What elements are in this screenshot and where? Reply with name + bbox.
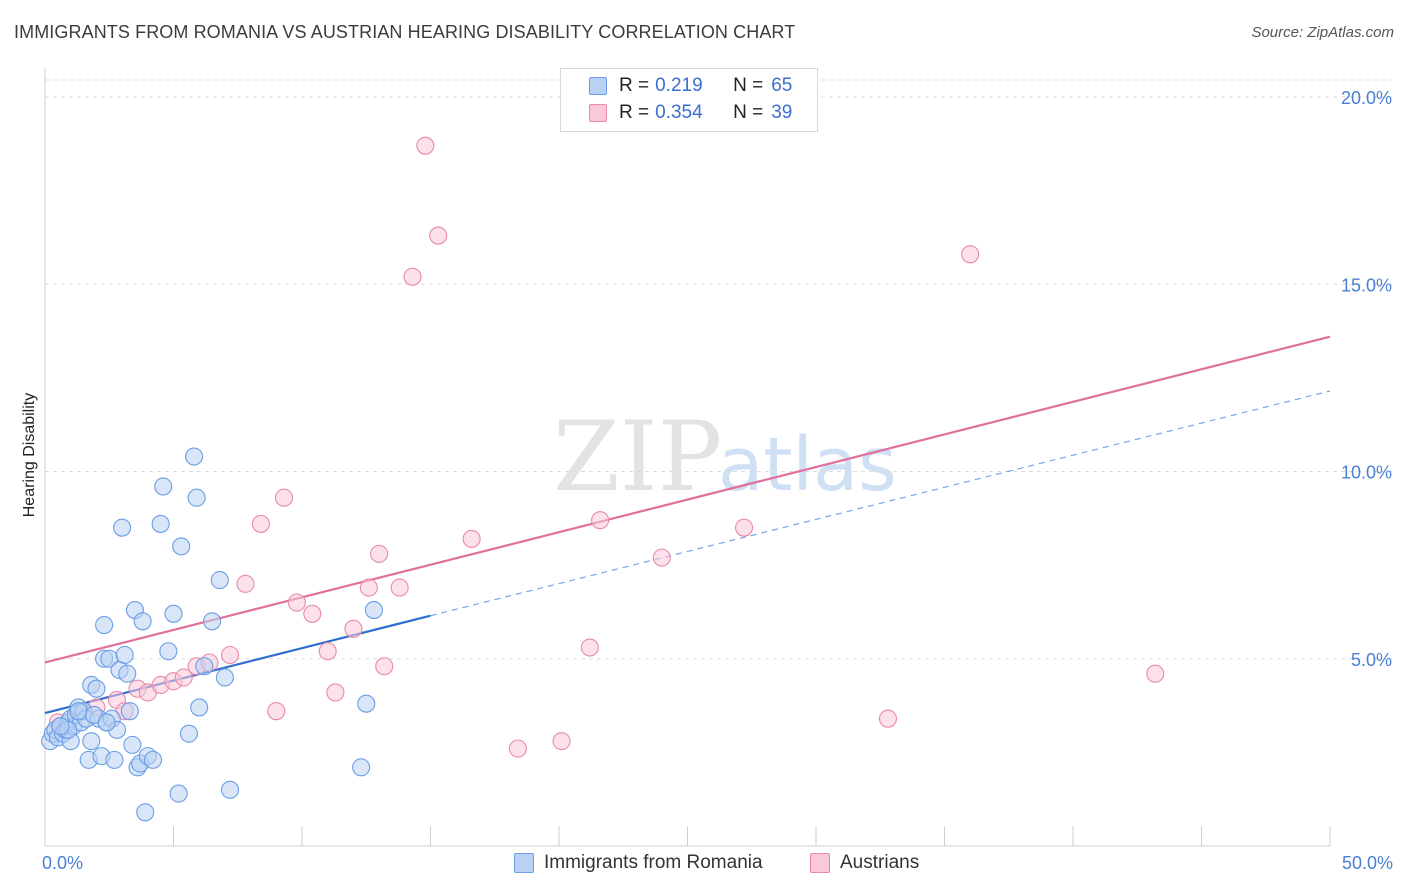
trend-line-1 [44, 335, 1331, 664]
point-romania [195, 657, 214, 676]
point-austrians [375, 657, 394, 676]
point-romania [159, 642, 178, 661]
point-romania [352, 758, 371, 777]
point-romania [357, 694, 376, 713]
axes [44, 68, 1331, 847]
watermark-zip: ZIP [553, 401, 722, 513]
point-austrians [390, 578, 409, 597]
series-legend-austrians[interactable]: Austrians [810, 852, 919, 874]
point-romania [220, 780, 240, 799]
series-swatch-austrians [810, 853, 830, 873]
legend-n-value-romania: 65 [771, 75, 793, 96]
gridlines [45, 79, 1392, 660]
legend-swatch-austrians [589, 104, 607, 122]
point-romania [82, 732, 101, 751]
point-romania [210, 571, 229, 590]
data-points [41, 136, 1165, 822]
legend-r-value-romania: 0.219 [655, 75, 703, 96]
point-austrians [508, 739, 527, 758]
point-romania [215, 668, 234, 687]
point-austrians [961, 245, 980, 264]
point-austrians [580, 638, 599, 657]
point-romania [151, 514, 170, 533]
point-austrians [403, 267, 422, 286]
point-romania [364, 601, 384, 620]
point-austrians [274, 488, 294, 507]
point-austrians [326, 683, 345, 702]
correlation-legend: R = 0.219 N = 65 R = 0.354 N = 39 [560, 68, 818, 132]
point-austrians [251, 514, 270, 533]
chart-title: IMMIGRANTS FROM ROMANIA VS AUSTRIAN HEAR… [14, 22, 796, 42]
point-romania [154, 477, 173, 496]
point-austrians [734, 518, 754, 537]
point-austrians [318, 642, 337, 661]
y-tick-label: 10.0% [1341, 463, 1392, 483]
point-austrians [416, 136, 435, 155]
y-tick-label: 5.0% [1351, 650, 1392, 670]
point-romania [123, 735, 142, 754]
point-austrians [370, 544, 389, 563]
series-legend-romania[interactable]: Immigrants from Romania [514, 852, 763, 874]
point-romania [69, 702, 88, 721]
point-austrians [220, 645, 240, 665]
point-romania [87, 679, 106, 698]
point-romania [97, 713, 116, 732]
legend-row-romania: R = 0.219 N = 65 [561, 73, 792, 99]
point-romania [179, 724, 198, 743]
point-romania [136, 803, 155, 822]
point-austrians [591, 511, 610, 530]
x-tick-label: 0.0% [42, 853, 83, 873]
point-austrians [344, 619, 363, 638]
point-romania [169, 784, 188, 803]
point-austrians [1146, 664, 1165, 683]
watermark: ZIP atlas [553, 401, 897, 513]
legend-swatch-romania [589, 77, 607, 95]
point-austrians [552, 732, 571, 751]
point-romania [143, 750, 162, 769]
legend-n-value-austrians: 39 [771, 102, 793, 123]
legend-r-label: R = [619, 75, 650, 96]
legend-n-label: N = [733, 102, 764, 123]
series-swatch-romania [514, 853, 534, 873]
point-romania [105, 750, 124, 769]
point-romania [120, 702, 139, 721]
point-austrians [429, 226, 448, 245]
point-austrians [359, 578, 378, 597]
trend-extension-0 [430, 390, 1331, 617]
point-romania [164, 604, 183, 623]
series-label-austrians: Austrians [840, 852, 920, 873]
point-romania [51, 717, 70, 736]
source-label: Source: ZipAtlas.com [1251, 24, 1394, 41]
point-austrians [462, 529, 481, 548]
point-austrians [878, 709, 898, 728]
point-austrians [236, 574, 255, 593]
point-romania [190, 698, 209, 717]
point-romania [203, 612, 222, 631]
point-austrians [287, 593, 306, 612]
point-austrians [174, 668, 193, 687]
y-tick-label: 20.0% [1341, 88, 1392, 108]
legend-n-label: N = [733, 75, 764, 96]
point-romania [95, 615, 114, 635]
tick-labels: 5.0% 10.0% 15.0% 20.0% 0.0% 50.0% [42, 88, 1393, 873]
point-romania [115, 645, 134, 665]
point-austrians [652, 548, 671, 567]
point-romania [172, 537, 191, 556]
point-romania [185, 447, 204, 466]
legend-row-austrians: R = 0.354 N = 39 [561, 100, 792, 126]
point-romania [133, 612, 152, 631]
point-romania [118, 664, 137, 683]
series-label-romania: Immigrants from Romania [544, 852, 763, 873]
point-romania [187, 488, 206, 507]
legend-r-value-austrians: 0.354 [655, 102, 703, 123]
watermark-atlas: atlas [718, 422, 897, 508]
x-tick-label: 50.0% [1342, 853, 1393, 873]
legend-r-label: R = [619, 102, 650, 123]
y-tick-label: 15.0% [1341, 275, 1392, 295]
point-romania [113, 518, 132, 537]
point-austrians [303, 604, 322, 623]
point-austrians [267, 702, 286, 721]
series-legend: Immigrants from Romania Austrians [0, 852, 1406, 876]
